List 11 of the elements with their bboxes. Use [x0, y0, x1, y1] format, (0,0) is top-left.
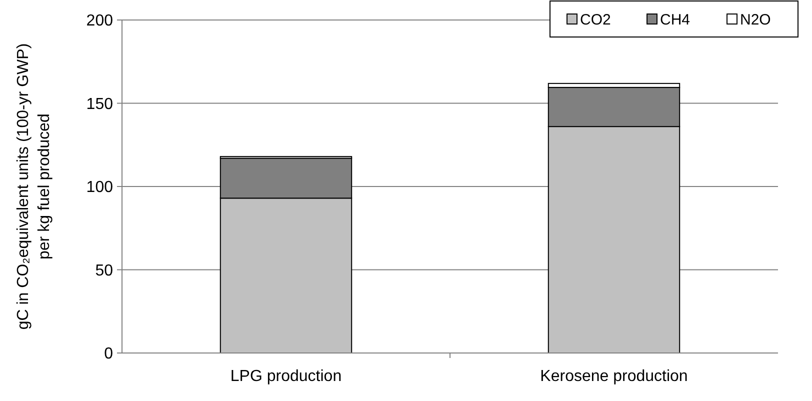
legend-label: N2O [740, 11, 771, 28]
y-axis-title: gC in CO₂equivalent units (100-yr GWP) per kg fuel produced [15, 43, 53, 330]
y-tick-label: 50 [95, 262, 114, 280]
y-tick-label: 150 [86, 96, 114, 113]
y-tick-label: 0 [104, 346, 114, 363]
legend-label: CH4 [660, 11, 690, 28]
x-tick-label: Kerosene production [540, 368, 688, 385]
legend-label: CO2 [580, 11, 611, 28]
x-tick-label: LPG production [230, 368, 342, 385]
y-tick-label: 100 [86, 179, 114, 196]
y-tick-label: 200 [86, 12, 114, 30]
